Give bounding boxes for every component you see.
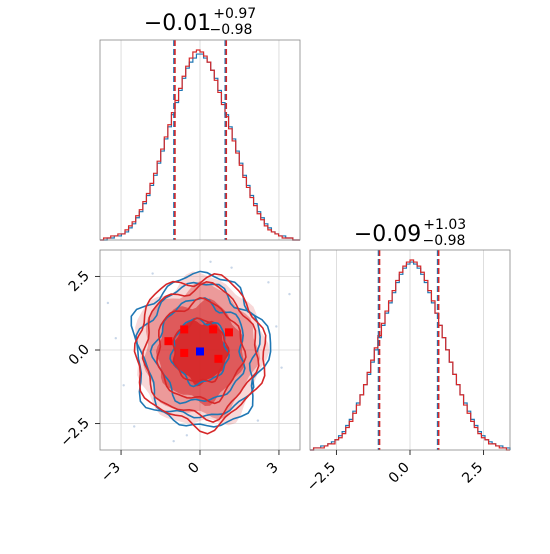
x-tick-label: 0 <box>185 460 203 478</box>
x-tick-label: −3 <box>98 460 124 486</box>
highlight-point <box>214 354 223 363</box>
histogram-series-2 <box>310 259 510 451</box>
sample-point <box>122 384 125 387</box>
sample-point <box>114 337 117 340</box>
sample-point <box>280 366 283 369</box>
marginal-2-title-minus: −0.98 <box>423 233 466 249</box>
marginal-2-title: −0.09 +1.03 <box>354 217 466 247</box>
y-tick-label: 0.0 <box>66 342 93 369</box>
contour-line-a <box>169 317 231 388</box>
sample-point <box>172 439 175 443</box>
sample-point <box>133 425 136 428</box>
contour-line-b <box>133 272 267 435</box>
histogram-series-1 <box>100 53 300 241</box>
marginal-1-title-minus: −0.98 <box>210 22 253 38</box>
x-tick-label: 2.5 <box>459 460 486 487</box>
y-tick-label: 2.5 <box>66 268 93 295</box>
sample-point <box>267 281 270 284</box>
x-tick-label: 3 <box>264 460 282 478</box>
highlight-point <box>209 325 218 334</box>
sample-point <box>151 272 154 275</box>
highlight-point <box>164 337 173 346</box>
contour-line-a <box>130 270 272 428</box>
x-tick-label: −2.5 <box>304 460 339 495</box>
histogram-series-2 <box>100 49 300 241</box>
sample-point <box>288 292 291 296</box>
highlight-point <box>224 328 233 337</box>
sample-point <box>185 434 189 437</box>
y-tick-label: −2.5 <box>57 415 92 450</box>
highlight-point <box>180 348 189 357</box>
sample-point <box>256 419 260 422</box>
marginal-1-frame <box>99 39 301 241</box>
x-tick-label: 0.0 <box>386 460 413 487</box>
highlight-point <box>180 325 189 334</box>
marginal-histogram-1: −0.01 +0.97 −0.98 <box>99 6 301 241</box>
contour-line-a <box>149 297 246 405</box>
sample-point <box>230 266 233 269</box>
sample-point <box>275 325 278 328</box>
contour-line-a <box>135 281 261 419</box>
marginal-histogram-2: −0.09 +1.03 −0.98 −2.5 0.0 2.5 <box>304 217 511 495</box>
marginal-1-title: −0.01 +0.97 <box>144 6 256 36</box>
sample-point <box>106 301 110 305</box>
joint-contour-panel: −3 0 3 2.5 0.0 −2.5 <box>57 249 301 486</box>
truth-point <box>196 347 204 356</box>
contour-line-b <box>156 296 247 405</box>
contour-line-b <box>141 280 260 423</box>
sample-point <box>209 260 212 263</box>
